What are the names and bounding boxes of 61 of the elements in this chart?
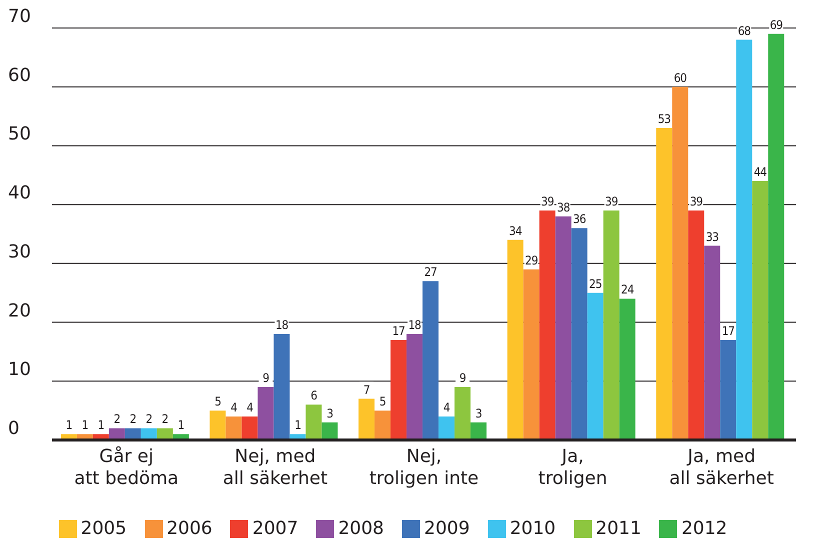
data-label: 4 (443, 400, 450, 414)
data-label: 39 (605, 194, 618, 208)
data-label: 1 (82, 418, 88, 432)
data-label: 24 (621, 282, 634, 297)
data-label: 53 (658, 112, 670, 126)
data-label: 17 (392, 324, 405, 338)
legend-label: 2008 (338, 518, 384, 539)
legend-label: 2005 (80, 518, 127, 539)
legend-label: 2009 (424, 518, 470, 539)
x-tick-label: Ja, troligen (538, 446, 608, 489)
data-label: 9 (262, 371, 270, 386)
data-label: 7 (363, 382, 370, 397)
data-label: 3 (326, 406, 333, 420)
data-label: 1 (98, 418, 104, 432)
legend-label: 2006 (166, 518, 212, 539)
data-label: 39 (690, 194, 704, 208)
data-label: 39 (541, 194, 554, 208)
data-label: 25 (589, 276, 602, 291)
data-label: 17 (722, 324, 734, 338)
data-label: 34 (509, 224, 522, 238)
y-tick-label: 10 (8, 359, 31, 380)
x-tick-label: Ja, med all säkerhet (669, 446, 774, 489)
x-tick-label: Går ej att bedöma (74, 446, 179, 489)
y-tick-label: 40 (8, 182, 31, 204)
data-label: 2 (146, 412, 152, 426)
data-label: 6 (310, 388, 318, 403)
x-tick-label: Nej, med all säkerhet (222, 446, 328, 489)
data-label: 18 (275, 318, 289, 332)
y-tick-label: 60 (8, 64, 31, 86)
data-label: 18 (408, 318, 422, 332)
data-label: 60 (674, 70, 688, 85)
data-label: 1 (66, 418, 72, 432)
data-label: 44 (754, 165, 768, 180)
legend-label: 2007 (252, 518, 298, 539)
data-label: 38 (557, 200, 570, 214)
data-label: 4 (230, 400, 238, 414)
legend-label: 2012 (681, 518, 728, 539)
data-label: 33 (706, 230, 718, 244)
data-label: 5 (379, 394, 386, 409)
data-label: 1 (294, 418, 301, 432)
data-label: 2 (162, 412, 168, 426)
data-label: 9 (459, 371, 466, 386)
y-tick-label: 70 (8, 6, 31, 27)
data-label: 29 (525, 253, 538, 268)
y-tick-label: 20 (8, 300, 31, 322)
data-label: 68 (738, 24, 752, 38)
data-label: 27 (424, 265, 437, 280)
data-label: 5 (214, 394, 221, 409)
data-label: 2 (114, 412, 120, 426)
data-label: 36 (573, 212, 586, 226)
data-label: 1 (178, 418, 184, 432)
y-tick-label: 0 (8, 418, 20, 439)
data-label: 3 (475, 406, 482, 420)
data-label: 69 (770, 18, 784, 32)
legend-label: 2011 (596, 518, 642, 539)
y-tick-label: 30 (8, 241, 31, 262)
x-tick-label: Nej, troligen inte (369, 446, 479, 489)
data-label: 4 (246, 400, 254, 414)
legend-label: 2010 (510, 518, 556, 539)
data-label: 2 (130, 412, 136, 426)
y-tick-label: 50 (8, 124, 31, 145)
